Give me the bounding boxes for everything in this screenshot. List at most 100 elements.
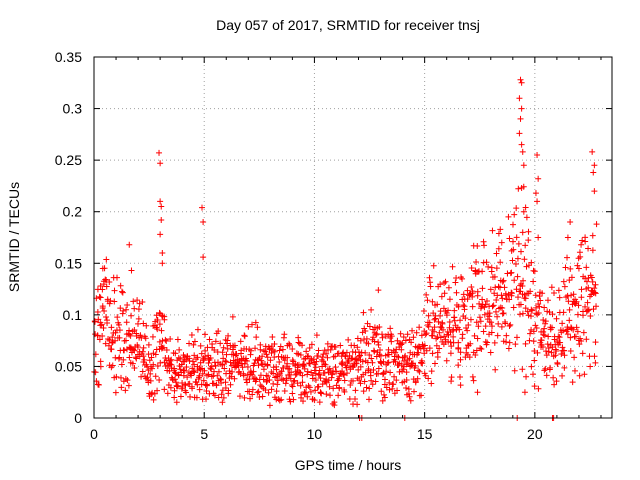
data-point: [196, 386, 203, 393]
data-point: [207, 354, 214, 361]
data-point: [237, 338, 244, 345]
data-point: [338, 360, 345, 367]
data-point: [543, 372, 550, 379]
data-point: [551, 289, 558, 296]
data-point: [518, 79, 525, 86]
data-point: [379, 397, 386, 404]
data-point: [340, 371, 347, 378]
data-point: [114, 314, 121, 321]
data-point: [262, 386, 269, 393]
data-point: [363, 335, 370, 342]
data-point: [198, 350, 205, 357]
data-point: [560, 327, 567, 334]
data-point: [254, 324, 261, 331]
data-point: [536, 303, 543, 310]
data-point: [578, 286, 585, 293]
data-point: [361, 378, 368, 385]
data-point: [319, 381, 326, 388]
data-point: [194, 326, 201, 333]
data-point: [403, 384, 410, 391]
data-point: [189, 358, 196, 365]
y-axis-label: SRMTID / TECUs: [6, 182, 22, 292]
data-point: [215, 328, 222, 335]
data-point: [523, 373, 530, 380]
data-point: [279, 346, 286, 353]
data-point: [203, 381, 210, 388]
data-point: [308, 341, 315, 348]
data-point: [112, 329, 119, 336]
data-point: [372, 378, 379, 385]
data-point: [236, 393, 243, 400]
data-point: [495, 245, 502, 252]
x-tick-label: 0: [90, 426, 98, 442]
data-point: [569, 379, 576, 386]
data-point: [481, 242, 488, 249]
data-point: [479, 268, 486, 275]
x-tick-label: 15: [417, 426, 433, 442]
data-point: [198, 381, 205, 388]
data-point: [512, 341, 519, 348]
data-point: [520, 208, 527, 215]
data-point: [575, 302, 582, 309]
data-point: [394, 337, 401, 344]
data-point: [531, 347, 538, 354]
data-point: [472, 267, 479, 274]
data-point: [530, 328, 537, 335]
data-point: [309, 375, 316, 382]
data-point: [124, 377, 131, 384]
data-point: [542, 320, 549, 327]
y-tick-label: 0: [74, 410, 82, 426]
data-point: [111, 298, 118, 305]
data-point: [574, 311, 581, 318]
data-point: [359, 358, 366, 365]
data-point: [543, 348, 550, 355]
data-point: [113, 373, 120, 380]
data-point: [114, 274, 121, 281]
data-point: [351, 342, 358, 349]
data-point: [573, 324, 580, 331]
data-point: [295, 361, 302, 368]
data-point: [157, 231, 164, 238]
data-point: [476, 300, 483, 307]
data-point: [453, 274, 460, 281]
data-point: [578, 241, 585, 248]
data-point: [251, 360, 258, 367]
data-point: [147, 377, 154, 384]
data-point: [532, 190, 539, 197]
data-point: [126, 331, 133, 338]
data-point: [585, 284, 592, 291]
data-point: [408, 339, 415, 346]
data-point: [570, 291, 577, 298]
data-point: [488, 319, 495, 326]
data-point: [128, 312, 135, 319]
data-point: [172, 376, 179, 383]
data-point: [482, 338, 489, 345]
data-point: [126, 241, 133, 248]
x-tick-label: 5: [200, 426, 208, 442]
data-point: [545, 344, 552, 351]
data-point: [426, 345, 433, 352]
data-point: [435, 318, 442, 325]
data-point: [423, 291, 430, 298]
data-point: [187, 393, 194, 400]
data-point: [229, 368, 236, 375]
data-point: [154, 317, 161, 324]
data-point: [589, 278, 596, 285]
data-point: [253, 334, 260, 341]
data-point: [222, 357, 229, 364]
data-point: [447, 350, 454, 357]
data-point: [161, 386, 168, 393]
data-point: [189, 365, 196, 372]
data-point: [361, 325, 368, 332]
data-point: [540, 316, 547, 323]
data-point: [437, 323, 444, 330]
data-point: [531, 357, 538, 364]
data-point: [490, 302, 497, 309]
data-point: [264, 373, 271, 380]
data-point: [215, 368, 222, 375]
data-point: [400, 333, 407, 340]
data-point: [576, 341, 583, 348]
data-point: [403, 369, 410, 376]
data-point: [278, 375, 285, 382]
data-point: [516, 95, 523, 102]
